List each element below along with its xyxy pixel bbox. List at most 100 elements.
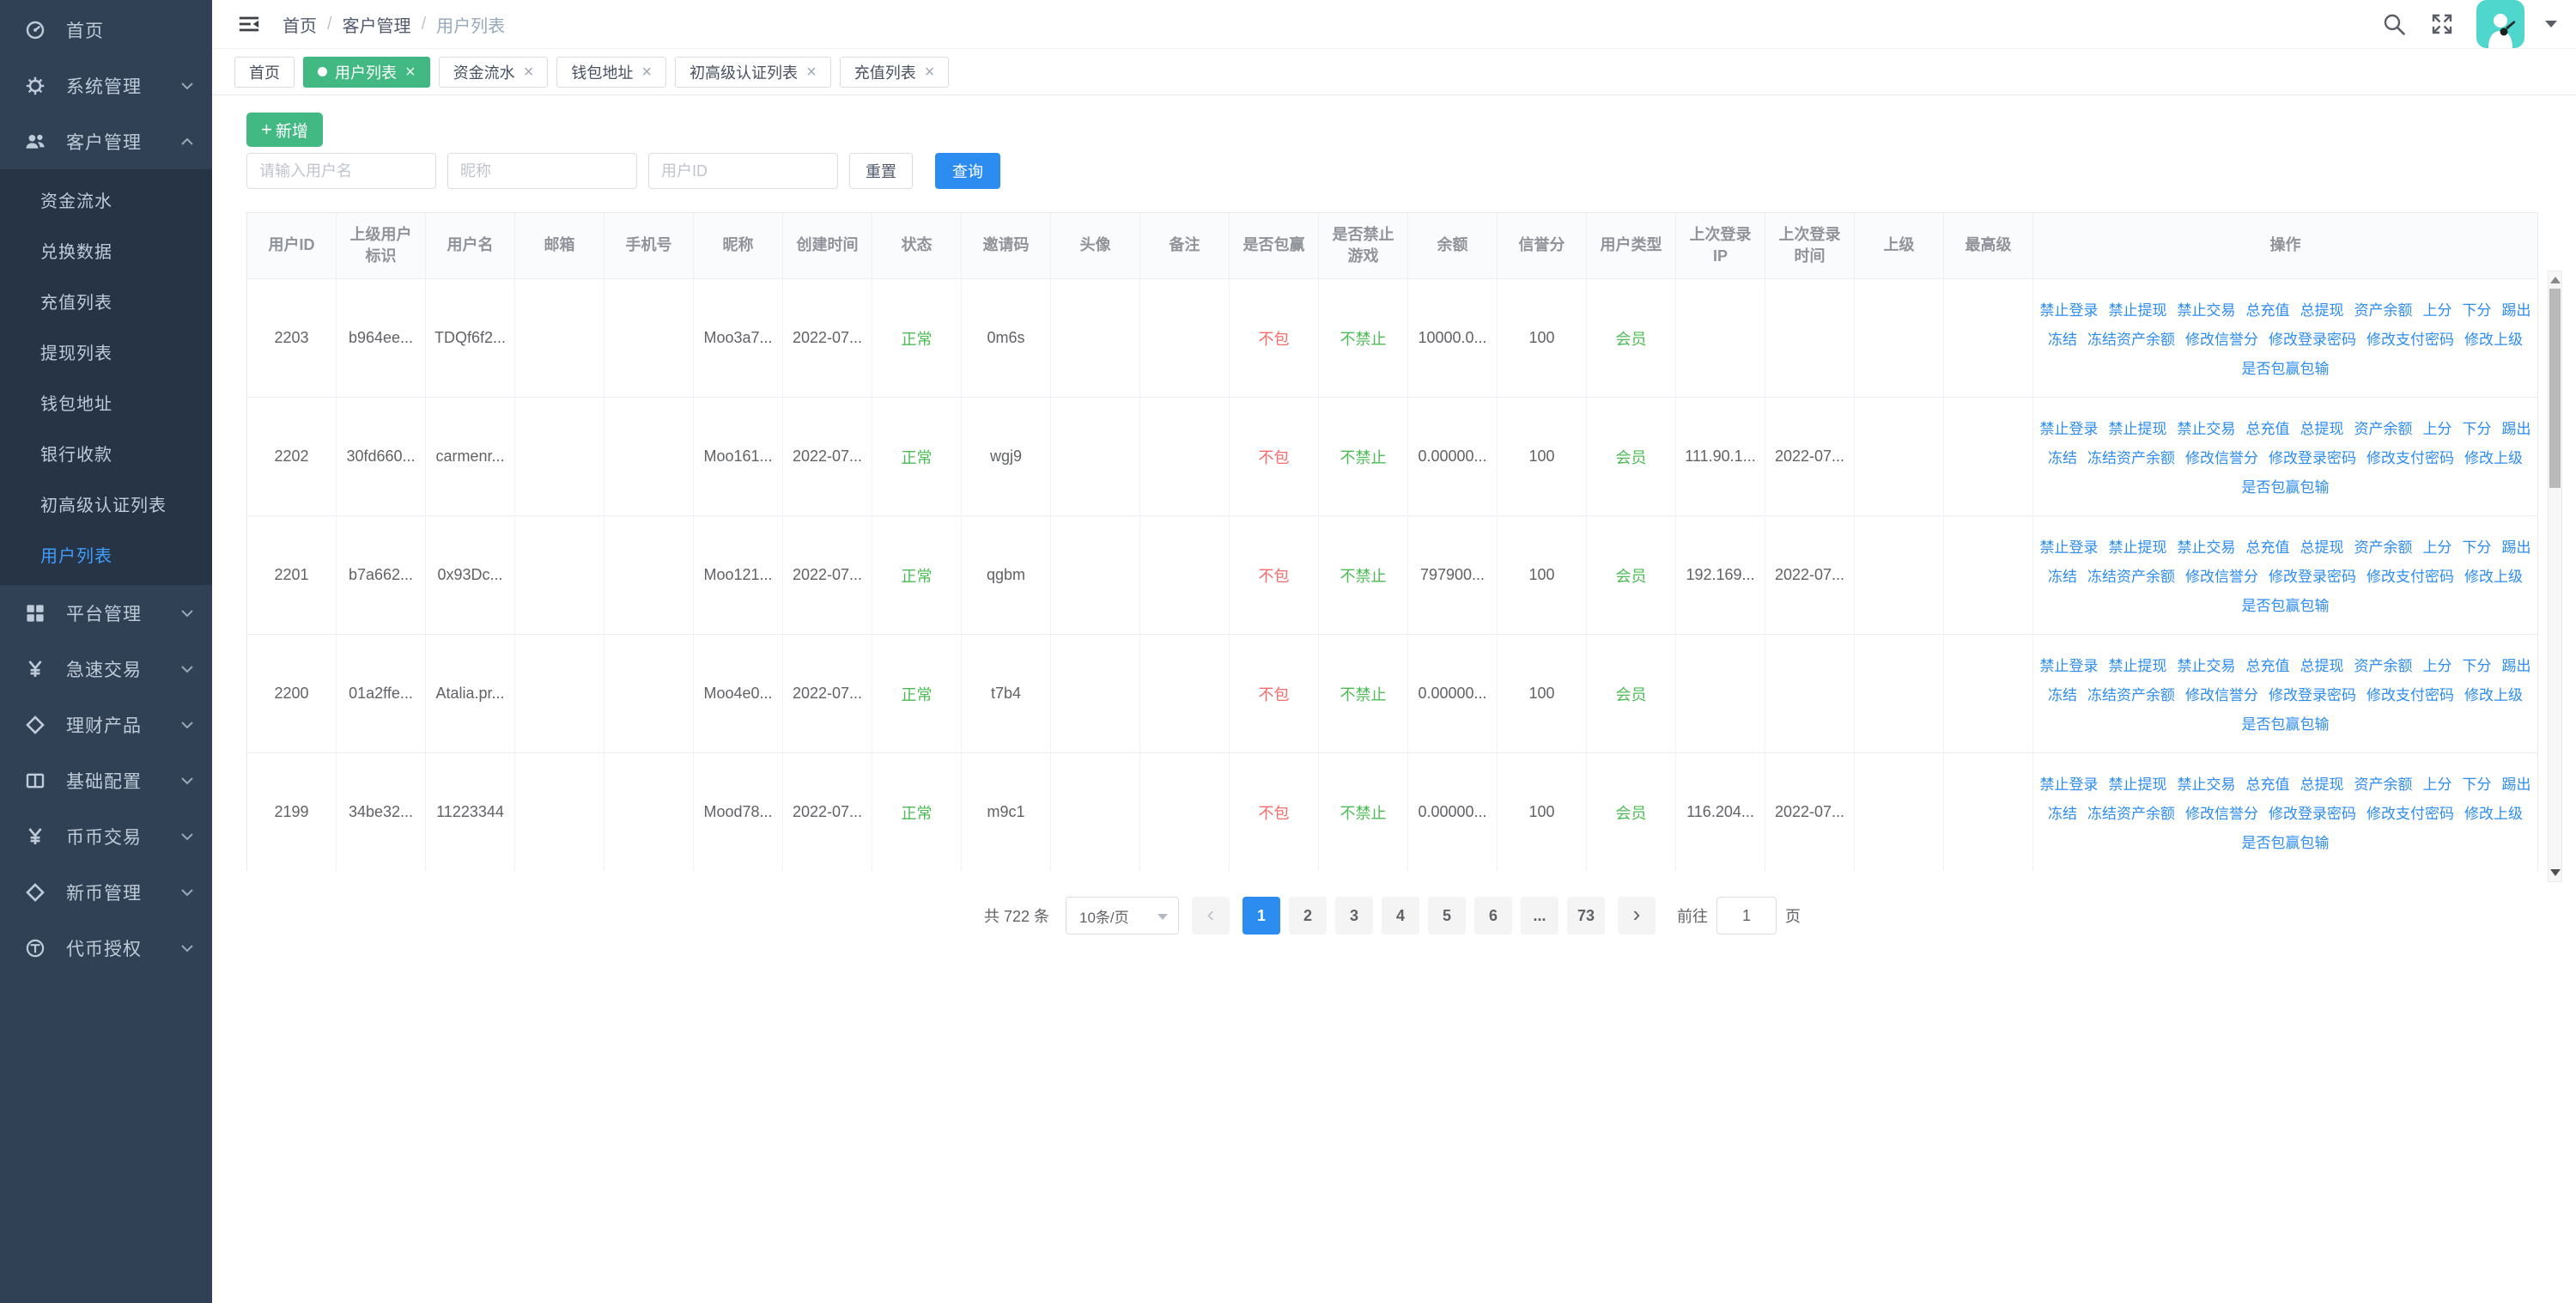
action-link[interactable]: 资产余额 <box>2354 421 2413 437</box>
close-icon[interactable]: × <box>806 62 817 82</box>
pager-page-button[interactable]: 73 <box>1567 897 1606 935</box>
action-link[interactable]: 踢出 <box>2501 539 2531 556</box>
sidebar-item-basic-config[interactable]: 基础配置 <box>0 752 212 808</box>
page-size-select[interactable]: 10条/页 <box>1066 897 1180 935</box>
tab-user-list[interactable]: 用户列表 × <box>303 56 430 88</box>
action-link[interactable]: 修改信誉分 <box>2185 806 2258 822</box>
action-link[interactable]: 冻结资产余额 <box>2087 806 2175 822</box>
tab-wallet-address[interactable]: 钱包地址 × <box>556 56 667 88</box>
action-link[interactable]: 冻结资产余额 <box>2087 450 2175 466</box>
action-link[interactable]: 冻结资产余额 <box>2087 332 2175 348</box>
action-link[interactable]: 修改登录密码 <box>2269 806 2356 822</box>
action-link[interactable]: 冻结 <box>2048 806 2077 822</box>
action-link[interactable]: 是否包赢包输 <box>2241 716 2330 733</box>
action-link[interactable]: 禁止交易 <box>2177 421 2236 437</box>
action-link[interactable]: 是否包赢包输 <box>2241 361 2330 377</box>
pager-page-button[interactable]: 3 <box>1335 897 1374 935</box>
sidebar-subitem-kyc-list[interactable]: 初高级认证列表 <box>0 478 212 529</box>
action-link[interactable]: 资产余额 <box>2354 658 2413 674</box>
action-link[interactable]: 上分 <box>2422 539 2452 556</box>
action-link[interactable]: 禁止提现 <box>2108 302 2167 319</box>
sidebar-item-wealth-products[interactable]: 理财产品 <box>0 697 212 752</box>
sidebar-subitem-recharge-list[interactable]: 充值列表 <box>0 276 212 326</box>
action-link[interactable]: 冻结 <box>2048 687 2077 703</box>
action-link[interactable]: 上分 <box>2422 658 2452 674</box>
sidebar-item-system[interactable]: 系统管理 <box>0 58 212 113</box>
sidebar-item-fast-trade[interactable]: 急速交易 <box>0 641 212 697</box>
action-link[interactable]: 总充值 <box>2245 658 2290 674</box>
action-link[interactable]: 冻结 <box>2048 569 2077 585</box>
action-link[interactable]: 修改支付密码 <box>2366 332 2454 348</box>
pager-more-button[interactable]: ... <box>1521 897 1559 935</box>
action-link[interactable]: 修改支付密码 <box>2366 450 2454 466</box>
close-icon[interactable]: × <box>405 62 416 82</box>
sidebar-subitem-user-list[interactable]: 用户列表 <box>0 529 212 580</box>
pager-page-button[interactable]: 6 <box>1474 897 1513 935</box>
action-link[interactable]: 禁止交易 <box>2177 539 2236 556</box>
action-link[interactable]: 禁止交易 <box>2177 776 2236 793</box>
action-link[interactable]: 禁止提现 <box>2108 539 2167 556</box>
chevron-down-icon[interactable] <box>2545 21 2557 27</box>
sidebar-item-token-auth[interactable]: 代币授权 <box>0 920 212 976</box>
goto-page-input[interactable] <box>1716 897 1777 935</box>
action-link[interactable]: 冻结资产余额 <box>2087 687 2175 703</box>
next-page-button[interactable]: › <box>1618 897 1656 935</box>
pager-page-button[interactable]: 2 <box>1289 897 1327 935</box>
action-link[interactable]: 下分 <box>2462 421 2492 437</box>
action-link[interactable]: 禁止提现 <box>2108 421 2167 437</box>
action-link[interactable]: 踢出 <box>2501 658 2531 674</box>
action-link[interactable]: 禁止登录 <box>2039 302 2099 319</box>
action-link[interactable]: 资产余额 <box>2354 302 2413 319</box>
action-link[interactable]: 修改信誉分 <box>2185 332 2258 348</box>
add-user-button[interactable]: 新增 <box>246 113 323 147</box>
action-link[interactable]: 上分 <box>2422 302 2452 319</box>
action-link[interactable]: 下分 <box>2462 539 2492 556</box>
action-link[interactable]: 踢出 <box>2501 776 2531 793</box>
collapse-menu-icon[interactable] <box>234 9 264 39</box>
action-link[interactable]: 上分 <box>2422 776 2452 793</box>
action-link[interactable]: 下分 <box>2462 302 2492 319</box>
action-link[interactable]: 总充值 <box>2245 421 2290 437</box>
action-link[interactable]: 踢出 <box>2501 421 2531 437</box>
tab-fund-flow[interactable]: 资金流水 × <box>438 56 549 88</box>
action-link[interactable]: 修改支付密码 <box>2366 806 2454 822</box>
action-link[interactable]: 禁止交易 <box>2177 302 2236 319</box>
action-link[interactable]: 修改信誉分 <box>2185 569 2258 585</box>
action-link[interactable]: 修改上级 <box>2464 687 2523 703</box>
action-link[interactable]: 修改登录密码 <box>2269 687 2356 703</box>
action-link[interactable]: 禁止登录 <box>2039 539 2099 556</box>
close-icon[interactable]: × <box>523 62 534 82</box>
sidebar-subitem-exchange-data[interactable]: 兑换数据 <box>0 225 212 276</box>
tab-recharge-list[interactable]: 充值列表 × <box>839 56 950 88</box>
action-link[interactable]: 禁止提现 <box>2108 776 2167 793</box>
action-link[interactable]: 总提现 <box>2300 658 2344 674</box>
action-link[interactable]: 冻结 <box>2048 332 2077 348</box>
pager-page-button[interactable]: 4 <box>1382 897 1420 935</box>
action-link[interactable]: 资产余额 <box>2354 776 2413 793</box>
vertical-scrollbar[interactable] <box>2548 271 2562 882</box>
userid-input[interactable] <box>648 153 838 189</box>
sidebar-item-platform[interactable]: 平台管理 <box>0 585 212 641</box>
close-icon[interactable]: × <box>924 62 935 82</box>
action-link[interactable]: 下分 <box>2462 658 2492 674</box>
action-link[interactable]: 修改信誉分 <box>2185 687 2258 703</box>
sidebar-subitem-fund-flow[interactable]: 资金流水 <box>0 174 212 225</box>
sidebar-item-new-coin[interactable]: 新币管理 <box>0 864 212 920</box>
action-link[interactable]: 总充值 <box>2245 302 2290 319</box>
breadcrumb-home[interactable]: 首页 <box>283 16 317 36</box>
sidebar-subitem-bank-collection[interactable]: 银行收款 <box>0 428 212 478</box>
action-link[interactable]: 踢出 <box>2501 302 2531 319</box>
action-link[interactable]: 修改登录密码 <box>2269 332 2356 348</box>
avatar[interactable] <box>2476 0 2524 48</box>
pager-page-button[interactable]: 5 <box>1428 897 1467 935</box>
action-link[interactable]: 修改上级 <box>2464 450 2523 466</box>
reset-button[interactable]: 重置 <box>849 153 913 189</box>
sidebar-item-customers[interactable]: 客户管理 <box>0 113 212 169</box>
action-link[interactable]: 禁止登录 <box>2039 658 2099 674</box>
action-link[interactable]: 修改登录密码 <box>2269 569 2356 585</box>
action-link[interactable]: 是否包赢包输 <box>2241 479 2330 496</box>
action-link[interactable]: 修改上级 <box>2464 332 2523 348</box>
action-link[interactable]: 修改支付密码 <box>2366 569 2454 585</box>
action-link[interactable]: 下分 <box>2462 776 2492 793</box>
action-link[interactable]: 总充值 <box>2245 539 2290 556</box>
